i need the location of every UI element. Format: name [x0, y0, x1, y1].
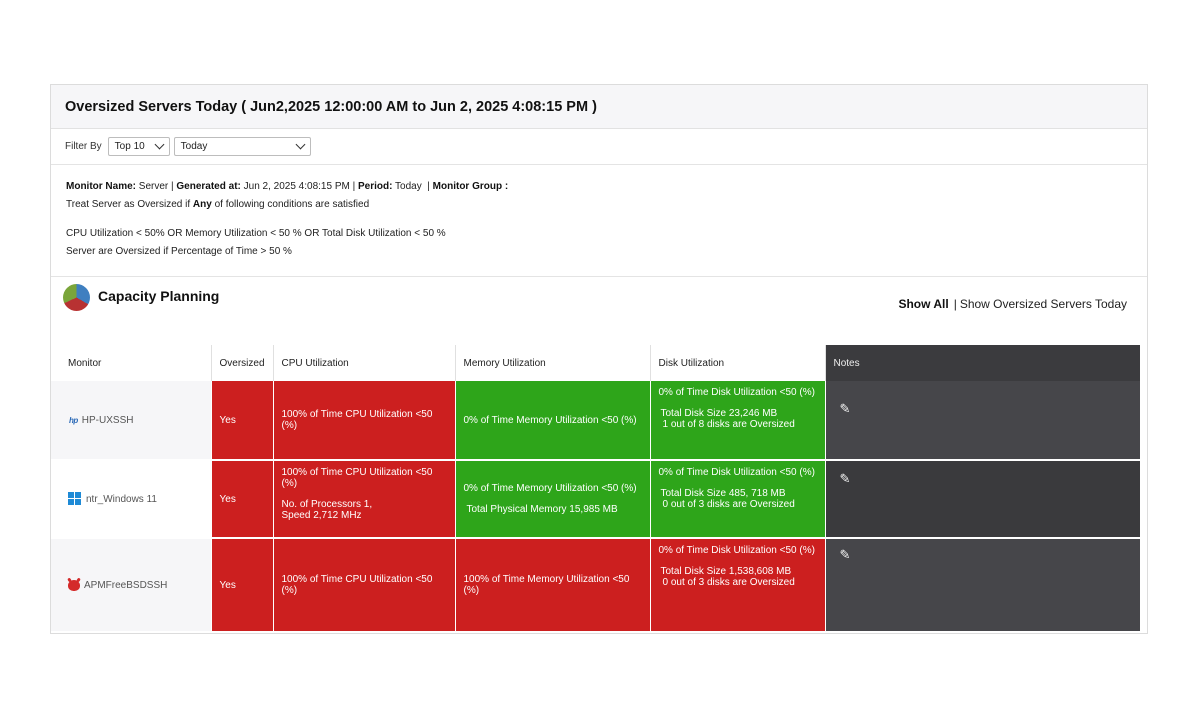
disk-size-text: Total Disk Size 485, 718 MB	[660, 488, 786, 499]
monitor-link[interactable]: HP-UXSSH	[81, 414, 134, 426]
monitor-name-value: Server	[138, 181, 169, 192]
header-memory[interactable]: Memory Utilization	[455, 345, 651, 381]
monitor-cell: APMFreeBSDSSH	[51, 538, 212, 633]
physical-memory-text: Total Physical Memory 15,985 MB	[466, 504, 618, 515]
disk-cell: 0% of Time Disk Utilization <50 (%) Tota…	[650, 460, 826, 539]
header-notes: Notes	[825, 345, 1140, 381]
report-meta-line: Monitor Name: Server | Generated at: Jun…	[66, 181, 509, 192]
table-header-row: Monitor Oversized CPU Utilization Memory…	[51, 345, 1140, 381]
oversized-cell: Yes	[211, 381, 274, 461]
oversize-rule-line: Treat Server as Oversized if Any of foll…	[66, 196, 1147, 214]
cpu-cell: 100% of Time CPU Utilization <50 (%)	[273, 381, 456, 461]
period-value: Today	[180, 141, 208, 152]
cpu-cell: 100% of Time CPU Utilization <50 (%) No.…	[273, 460, 456, 539]
memory-cell: 100% of Time Memory Utilization <50 (%)	[455, 538, 651, 633]
disk-oversized-count: 1 out of 8 disks are Oversized	[662, 419, 795, 430]
rule-any: Any	[192, 199, 212, 210]
capacity-table: Monitor Oversized CPU Utilization Memory…	[51, 345, 1141, 633]
hp-icon: hp	[69, 415, 78, 425]
show-oversized-link[interactable]: Show Oversized Servers Today	[959, 297, 1127, 311]
disk-size-text: Total Disk Size 23,246 MB	[660, 408, 778, 419]
memory-utilization-text: 0% of Time Memory Utilization <50 (%)	[463, 414, 637, 426]
monitor-group-label: Monitor Group :	[432, 181, 509, 192]
table-row: ntr_Windows 11 Yes 100% of Time CPU Util…	[51, 460, 1141, 539]
rule-post: of following conditions are satisfied	[214, 199, 370, 210]
monitor-link[interactable]: APMFreeBSDSSH	[84, 579, 168, 591]
link-separator: |	[953, 297, 957, 311]
notes-cell: ✎	[825, 460, 1141, 539]
table-row: APMFreeBSDSSH Yes 100% of Time CPU Utili…	[51, 538, 1141, 633]
monitor-cell: hp HP-UXSSH	[51, 381, 212, 461]
disk-utilization-text: 0% of Time Disk Utilization <50 (%)	[658, 467, 815, 478]
cpu-utilization-text: 100% of Time CPU Utilization <50 (%)	[281, 574, 433, 596]
filter-bar: Filter By Top 10 Today	[51, 129, 1147, 165]
disk-cell: 0% of Time Disk Utilization <50 (%) Tota…	[650, 381, 826, 461]
header-disk[interactable]: Disk Utilization	[650, 345, 826, 381]
processor-speed-text: Speed 2,712 MHz	[281, 510, 362, 521]
rule-pre: Treat Server as Oversized if	[66, 199, 191, 210]
generated-label: Generated at:	[176, 181, 241, 192]
memory-utilization-text: 100% of Time Memory Utilization <50 (%)	[463, 574, 630, 596]
disk-utilization-text: 0% of Time Disk Utilization <50 (%)	[658, 545, 815, 556]
disk-utilization-text: 0% of Time Disk Utilization <50 (%)	[658, 387, 815, 398]
oversized-cell: Yes	[211, 460, 274, 539]
edit-notes-icon[interactable]: ✎	[839, 471, 851, 486]
header-cpu[interactable]: CPU Utilization	[273, 345, 456, 381]
memory-utilization-text: 0% of Time Memory Utilization <50 (%)	[463, 483, 637, 494]
top-n-select[interactable]: Top 10	[107, 137, 170, 156]
chevron-down-icon	[295, 139, 306, 150]
disk-cell: 0% of Time Disk Utilization <50 (%) Tota…	[650, 538, 826, 633]
monitor-name-label: Monitor Name:	[66, 181, 136, 192]
chevron-down-icon	[154, 139, 165, 150]
period-value-text: Today	[395, 181, 422, 192]
report-info: Monitor Name: Server | Generated at: Jun…	[51, 165, 1147, 277]
cpu-cell: 100% of Time CPU Utilization <50 (%)	[273, 538, 456, 633]
notes-cell: ✎	[825, 538, 1141, 633]
oversized-servers-panel: Oversized Servers Today ( Jun2,2025 12:0…	[50, 84, 1148, 634]
period-select[interactable]: Today	[173, 137, 311, 156]
pie-chart-icon	[63, 284, 90, 311]
cpu-utilization-text: 100% of Time CPU Utilization <50 (%)	[281, 409, 433, 431]
disk-oversized-count: 0 out of 3 disks are Oversized	[662, 577, 795, 588]
disk-oversized-count: 0 out of 3 disks are Oversized	[662, 499, 795, 510]
processor-count-text: No. of Processors 1,	[281, 499, 373, 510]
filter-label: Filter By	[65, 141, 102, 152]
header-monitor[interactable]: Monitor	[51, 345, 212, 381]
memory-cell: 0% of Time Memory Utilization <50 (%)	[455, 381, 651, 461]
windows-icon	[68, 492, 82, 506]
edit-notes-icon[interactable]: ✎	[839, 401, 851, 416]
freebsd-icon	[68, 579, 80, 591]
cpu-utilization-text: 100% of Time CPU Utilization <50 (%)	[281, 467, 433, 489]
capacity-planning-title: Capacity Planning	[98, 288, 220, 304]
conditions-line: CPU Utilization < 50% OR Memory Utilizat…	[66, 228, 446, 239]
panel-title: Oversized Servers Today ( Jun2,2025 12:0…	[51, 85, 1147, 129]
memory-cell: 0% of Time Memory Utilization <50 (%) To…	[455, 460, 651, 539]
disk-size-text: Total Disk Size 1,538,608 MB	[660, 566, 792, 577]
period-label: Period:	[357, 181, 393, 192]
table-row: hp HP-UXSSH Yes 100% of Time CPU Utiliza…	[51, 381, 1141, 461]
header-oversized[interactable]: Oversized	[211, 345, 274, 381]
notes-cell: ✎	[825, 381, 1141, 461]
threshold-line: Server are Oversized if Percentage of Ti…	[66, 246, 292, 257]
monitor-cell: ntr_Windows 11	[51, 460, 212, 539]
edit-notes-icon[interactable]: ✎	[839, 547, 851, 562]
show-all-link[interactable]: Show All	[898, 297, 949, 311]
capacity-planning-header: Capacity Planning Show All | Show Oversize…	[51, 277, 1147, 329]
top-n-value: Top 10	[114, 141, 145, 152]
oversized-cell: Yes	[211, 538, 274, 633]
view-links: Show All | Show Oversized Servers Today	[898, 297, 1127, 311]
generated-value: Jun 2, 2025 4:08:15 PM	[243, 181, 350, 192]
monitor-link[interactable]: ntr_Windows 11	[86, 493, 157, 505]
